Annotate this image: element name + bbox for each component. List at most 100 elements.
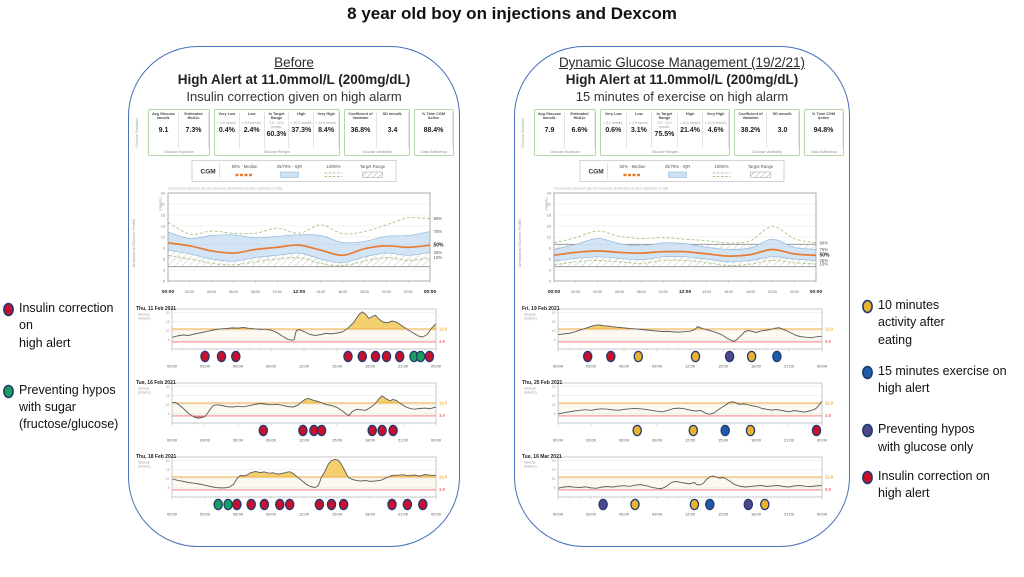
stat-box: Very Low < 3.0 mmol/L 0.6% Low < 3.9 mmol/L 3…: [600, 109, 730, 156]
svg-text:6: 6: [163, 257, 165, 261]
svg-text:15:00: 15:00: [718, 364, 729, 369]
svg-text:25/75% - IQR: 25/75% - IQR: [277, 164, 302, 169]
svg-text:Glucose: Glucose: [138, 461, 150, 465]
svg-text:00:00: 00:00: [431, 364, 442, 369]
svg-text:22:00: 22:00: [404, 290, 413, 294]
red-event-marker: [258, 424, 269, 437]
stat-box: Coefficient of Variation 36.8% SD mmol/L 3.…: [344, 109, 410, 156]
stat-cell: Low < 3.9 mmol/L 2.4%: [240, 112, 265, 148]
legend-label-line: with sugar: [19, 400, 76, 414]
svg-text:09:00: 09:00: [266, 512, 277, 517]
svg-text:3.9: 3.9: [825, 339, 831, 344]
svg-text:5: 5: [554, 486, 556, 490]
legend-label-line: eating: [878, 332, 913, 347]
svg-text:Curves/plots represent glucose: Curves/plots represent glucose frequency…: [168, 187, 283, 191]
svg-text:10: 10: [166, 329, 170, 333]
svg-text:(mmol/L): (mmol/L): [138, 317, 151, 321]
yellow-event-marker-icon: [862, 299, 873, 314]
svg-text:24: 24: [161, 191, 165, 195]
red-event-marker: [298, 424, 308, 437]
stat-label: % Time CGM Active: [811, 112, 836, 121]
legend-label-line: (fructose/glucose): [19, 417, 119, 432]
stat-label: SD mmol/L: [772, 112, 793, 116]
svg-text:11.0: 11.0: [439, 326, 448, 331]
svg-text:(mmol/L): (mmol/L): [524, 465, 537, 469]
yellow-event-marker: [760, 498, 770, 511]
svg-text:20: 20: [552, 311, 556, 315]
red-event-marker: [284, 498, 295, 511]
red-event-marker: [582, 350, 593, 363]
stat-threshold: [150, 121, 177, 125]
svg-text:25%: 25%: [820, 258, 829, 263]
svg-text:16:00: 16:00: [724, 290, 733, 294]
svg-text:3.9: 3.9: [439, 339, 445, 344]
svg-text:12:00: 12:00: [293, 289, 306, 295]
svg-text:75%: 75%: [820, 247, 829, 252]
svg-text:Thu, 11 Feb 2021: Thu, 11 Feb 2021: [136, 306, 176, 312]
slide-title: 8 year old boy on injections and Dexcom: [347, 4, 677, 23]
stat-cell: Very High > 13.9 mmol/L 4.6%: [703, 112, 729, 148]
yellow-event-marker: [690, 350, 701, 363]
stat-label: Low: [247, 112, 256, 116]
svg-text:5: 5: [168, 486, 170, 490]
svg-text:06:00: 06:00: [233, 512, 244, 517]
svg-text:Tue, 16 Mar 2021: Tue, 16 Mar 2021: [522, 454, 562, 460]
svg-text:00:00: 00:00: [553, 364, 564, 369]
agp-chart-svg: Curves/plots represent glucose frequency…: [131, 187, 444, 296]
svg-text:21: 21: [547, 202, 551, 206]
legend-label-line: high alert: [878, 381, 930, 395]
svg-text:10: 10: [552, 329, 556, 333]
stat-cell: SD mmol/L 3.0: [767, 112, 799, 148]
svg-text:12:00: 12:00: [299, 512, 310, 517]
svg-text:09:00: 09:00: [266, 364, 277, 369]
svg-text:3.9: 3.9: [825, 487, 831, 492]
svg-text:21:00: 21:00: [398, 512, 409, 517]
svg-text:10%: 10%: [434, 255, 443, 260]
svg-text:20: 20: [166, 459, 170, 463]
svg-text:Thu, 25 Feb 2021: Thu, 25 Feb 2021: [522, 380, 563, 386]
stat-label: Very High: [706, 112, 725, 116]
svg-text:11.0: 11.0: [825, 326, 834, 331]
legend-label-line: Preventing hypos: [19, 382, 116, 397]
legend-label-line: activity after: [878, 315, 945, 330]
cgm-legend-box: CGM 50% - Median 25/75% - IQR 10/90% Target …: [191, 160, 397, 182]
svg-text:Glucose: Glucose: [138, 313, 150, 317]
stat-label: Estimated HbA1c: [184, 112, 203, 121]
agp-chart: Curves/plots represent glucose frequency…: [130, 183, 460, 312]
stat-threshold: [378, 121, 407, 125]
svg-text:06:00: 06:00: [233, 438, 244, 443]
red-event-marker: [394, 350, 405, 363]
stat-threshold: < 3.0 mmol/L: [603, 121, 624, 125]
red-event-marker: [357, 350, 368, 363]
daily-chart: 5 10 15 20 11.0 3.9 00:00 03:00 06:00 09:00 12:00 1…: [520, 451, 842, 528]
svg-text:12: 12: [547, 235, 551, 239]
svg-text:22:00: 22:00: [790, 290, 799, 294]
red-event-marker: [326, 498, 337, 511]
stat-label: In Target Range: [268, 112, 285, 121]
stat-label: High: [685, 112, 695, 116]
svg-text:15: 15: [552, 394, 556, 398]
svg-text:12: 12: [161, 235, 165, 239]
yellow-event-marker: [688, 424, 699, 437]
svg-text:3.9: 3.9: [439, 487, 445, 492]
stat-cell: Estimated HbA1c 6.6%: [565, 112, 595, 148]
svg-text:25/75% - IQR: 25/75% - IQR: [665, 164, 690, 169]
daily-chart-svg: 5 10 15 20 11.0 3.9 00:00 03:00 06:00 09:00 12:00 1…: [136, 380, 448, 443]
svg-text:12:00: 12:00: [685, 364, 696, 369]
svg-text:15: 15: [161, 224, 165, 228]
svg-text:15:00: 15:00: [718, 438, 729, 443]
blue-event-marker: [705, 498, 715, 511]
stat-label: In Target Range: [656, 112, 673, 121]
legend-label: Preventing hypos with glucose only: [878, 421, 975, 456]
svg-text:Glucose: Glucose: [138, 387, 150, 391]
svg-text:02:00: 02:00: [571, 290, 580, 294]
svg-text:10:00: 10:00: [273, 290, 282, 294]
red-event-marker: [275, 498, 285, 511]
legend-item: Preventing hypos with glucose only: [861, 421, 1019, 456]
svg-text:04:00: 04:00: [207, 290, 216, 294]
stat-threshold: < 3.9 mmol/L: [629, 121, 649, 125]
svg-text:09:00: 09:00: [652, 438, 663, 443]
stat-label: Estimated HbA1c: [570, 112, 589, 121]
svg-text:09:00: 09:00: [266, 438, 277, 443]
